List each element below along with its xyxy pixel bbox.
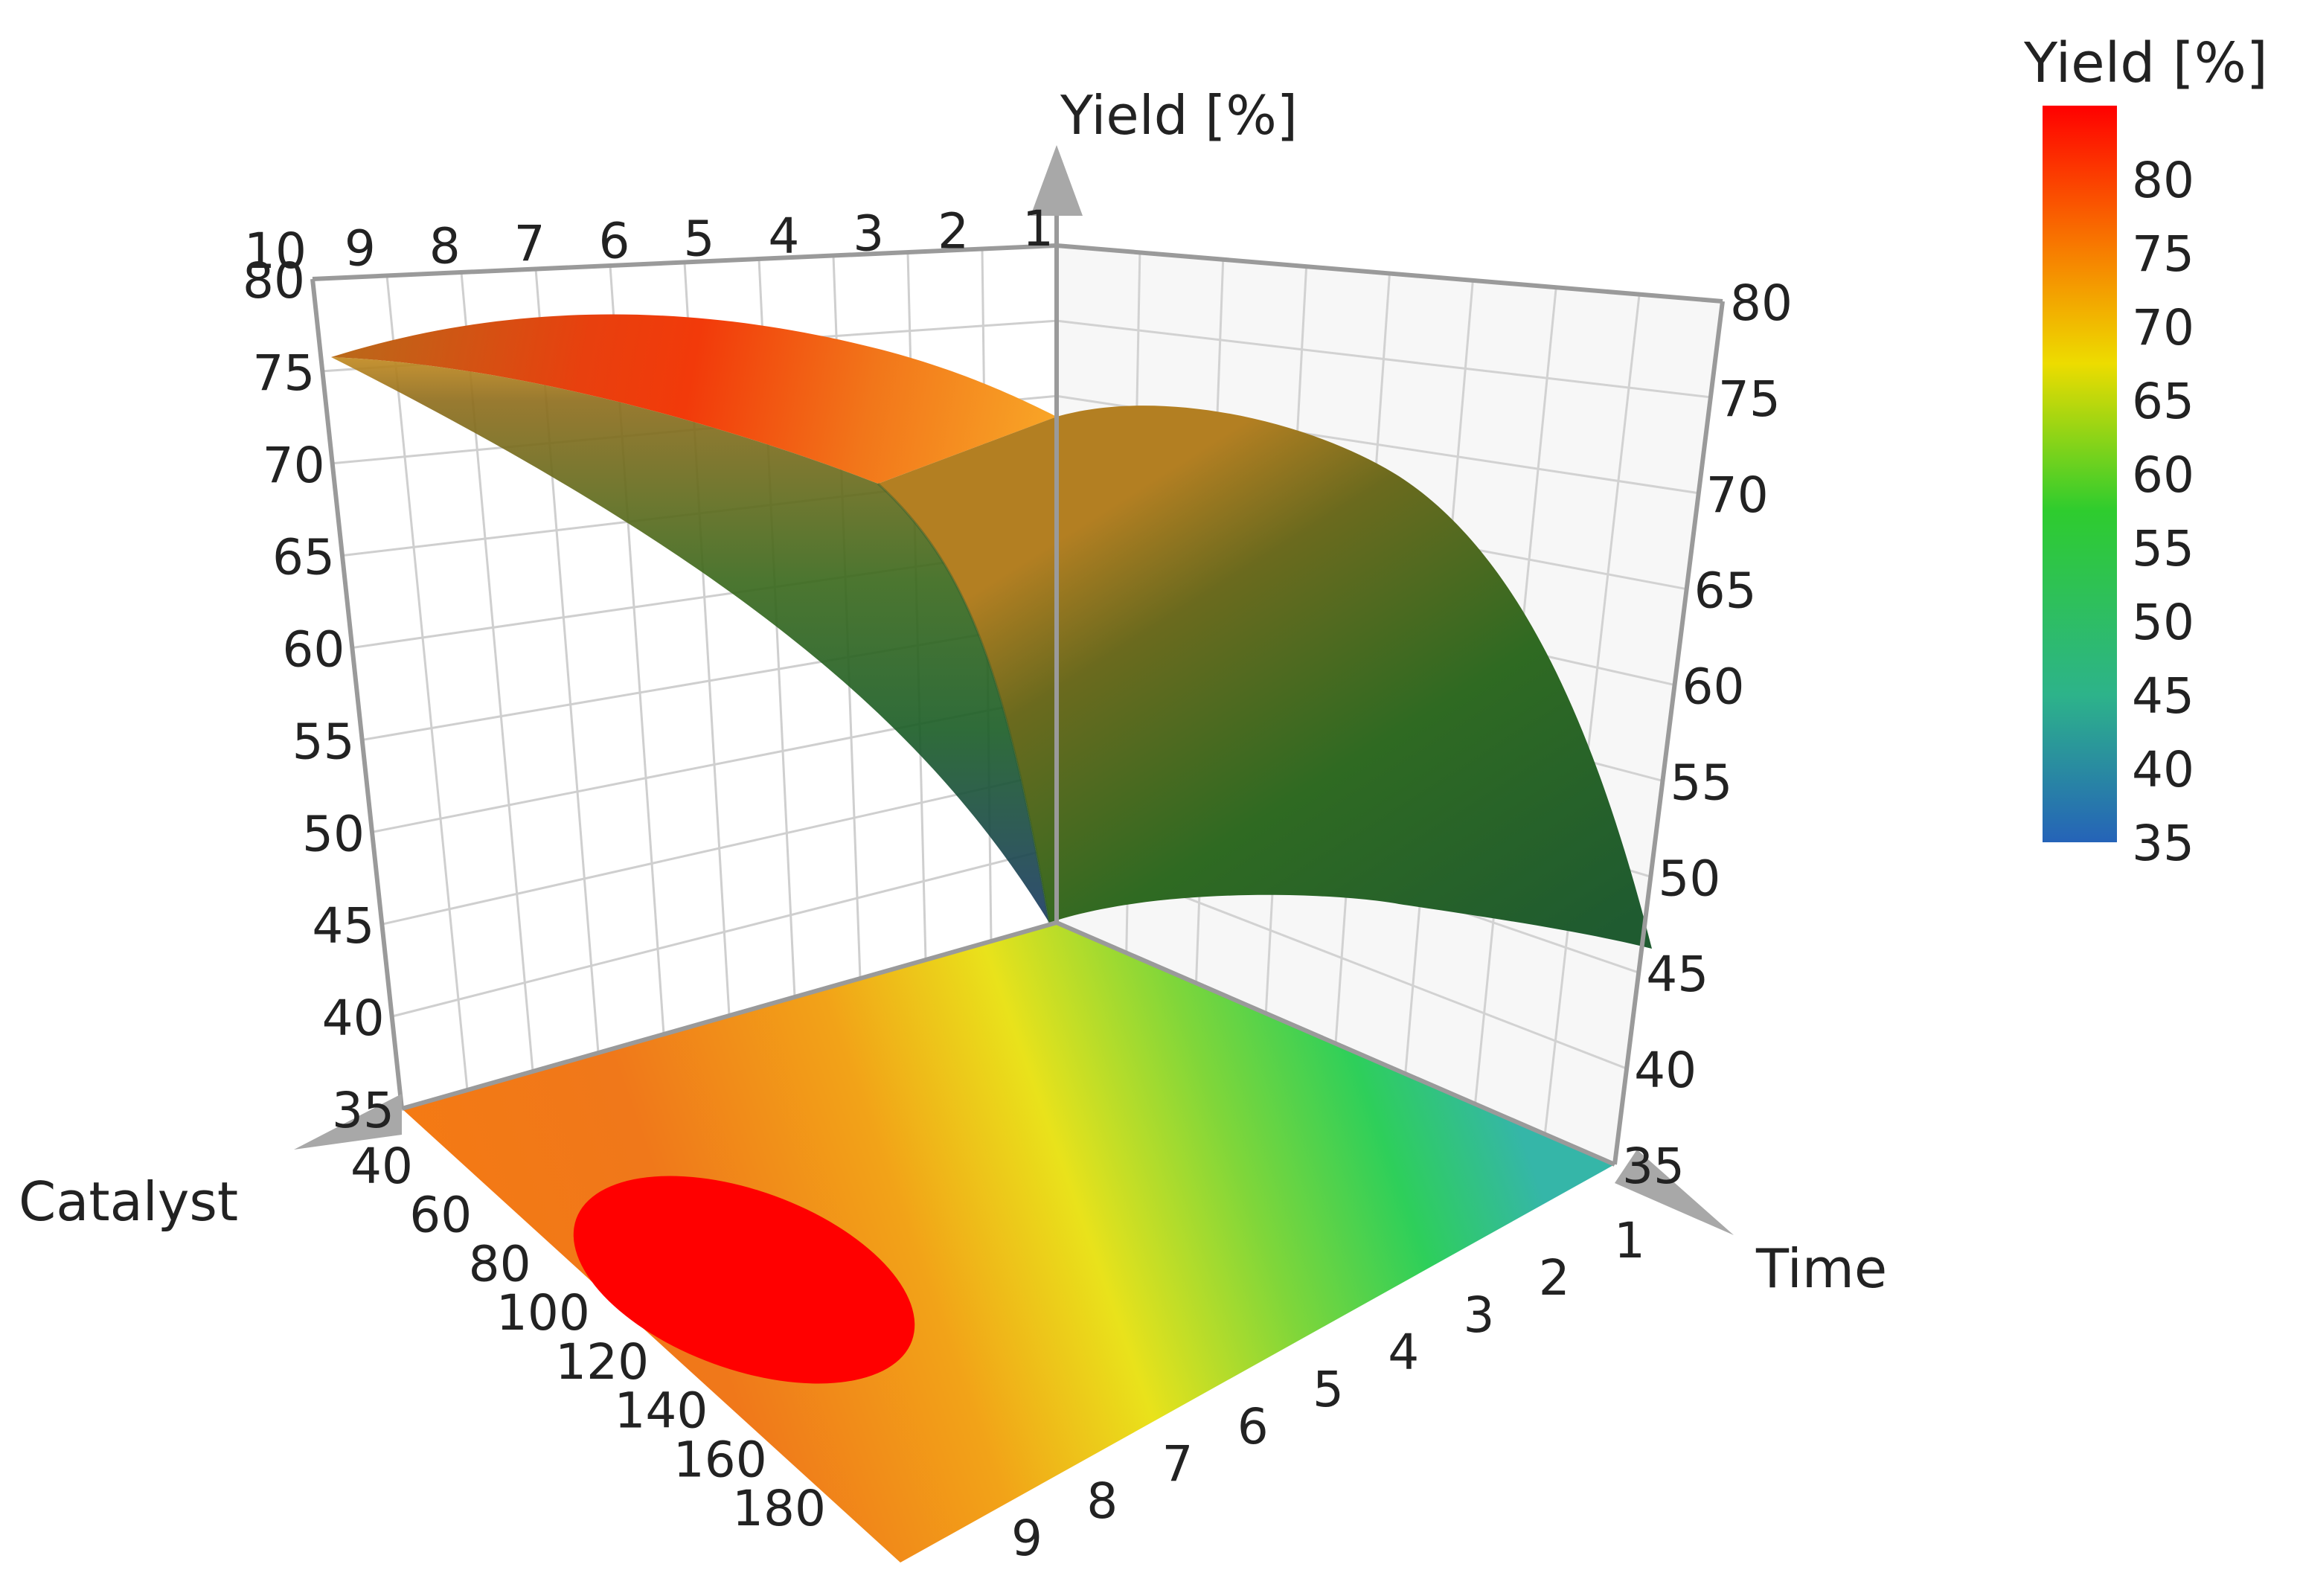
legend-colorbar [2043, 106, 2117, 842]
z-tick-right: 65 [1694, 563, 1757, 620]
time-tick: 9 [1011, 1510, 1042, 1567]
time-back-tick: 4 [768, 208, 799, 265]
response-surface [331, 314, 1652, 949]
z-tick-right: 35 [1622, 1138, 1685, 1195]
catalyst-tick: 120 [555, 1333, 649, 1391]
catalyst-tick: 100 [496, 1284, 590, 1342]
z-tick-right: 50 [1658, 850, 1720, 907]
time-back-tick: 2 [938, 202, 969, 260]
z-tick-left: 65 [272, 529, 335, 586]
time-tick: 8 [1086, 1472, 1118, 1530]
time-tick: 1 [1614, 1212, 1645, 1269]
time-back-tick: 6 [599, 213, 630, 270]
z-axis-arrow [1031, 145, 1083, 216]
legend-tick: 35 [2132, 815, 2194, 872]
legend-tick: 65 [2132, 373, 2194, 430]
z-tick-left: 80 [243, 252, 305, 310]
legend-title: Yield [%] [2023, 31, 2268, 95]
legend-tick: 40 [2132, 741, 2194, 798]
time-back-tick: 3 [853, 205, 884, 263]
floor-contour [402, 923, 1615, 1563]
time-tick: 2 [1539, 1249, 1570, 1307]
time-back-tick: 9 [345, 220, 376, 278]
z-tick-right: 80 [1730, 275, 1793, 332]
time-tick: 7 [1162, 1435, 1194, 1493]
z-tick-left: 45 [312, 897, 374, 955]
floor-max-region [573, 1176, 915, 1384]
time-back-tick: 10 [244, 222, 307, 280]
z-tick-right: 60 [1682, 658, 1745, 716]
time-back-tick: 7 [514, 215, 545, 272]
z-axis-label: Yield [%] [1060, 84, 1298, 147]
catalyst-axis-arrow [294, 1094, 402, 1150]
z-tick-right: 45 [1646, 946, 1708, 1003]
z-tick-left: 35 [332, 1082, 394, 1139]
z-tick-right: 55 [1670, 754, 1732, 811]
tick-labels: 3540455055606570758035404550556065707580… [243, 200, 1793, 1567]
axis-frame [310, 186, 1725, 1167]
catalyst-tick: 80 [469, 1235, 531, 1292]
time-back-tick: 5 [683, 210, 714, 267]
time-tick: 6 [1237, 1398, 1269, 1455]
legend-tick: 70 [2132, 299, 2194, 356]
z-tick-right: 40 [1634, 1042, 1697, 1099]
z-tick-left: 55 [292, 713, 355, 770]
catalyst-tick: 160 [673, 1431, 767, 1488]
legend-tick: 45 [2132, 667, 2194, 725]
time-tick: 3 [1464, 1286, 1495, 1344]
legend-tick: 80 [2132, 152, 2194, 209]
z-tick-left: 70 [263, 437, 325, 494]
catalyst-axis-label: Catalyst [19, 1170, 238, 1233]
z-tick-left: 75 [252, 344, 315, 402]
time-back-tick: 8 [429, 217, 461, 275]
legend-tick: 50 [2132, 594, 2194, 651]
time-tick: 4 [1388, 1324, 1419, 1381]
time-back-tick: 1 [1022, 200, 1054, 257]
z-tick-right: 70 [1706, 467, 1769, 524]
time-axis-label: Time [1755, 1237, 1887, 1300]
legend-tick: 60 [2132, 446, 2194, 504]
legend-tick: 55 [2132, 520, 2194, 577]
catalyst-tick: 40 [350, 1138, 413, 1195]
z-tick-left: 40 [322, 990, 385, 1047]
catalyst-tick: 140 [614, 1382, 708, 1440]
time-axis-arrow [1615, 1150, 1734, 1235]
z-tick-right: 75 [1718, 371, 1781, 428]
legend: Yield [%] 80 75 70 65 60 55 50 45 40 35 [2023, 31, 2268, 872]
time-tick: 5 [1313, 1361, 1344, 1418]
z-tick-left: 60 [282, 621, 345, 679]
catalyst-tick: 180 [732, 1480, 826, 1537]
z-tick-left: 50 [302, 805, 365, 862]
axis-arrows [294, 145, 1734, 1235]
legend-tick: 75 [2132, 225, 2194, 283]
catalyst-tick: 60 [409, 1187, 472, 1244]
